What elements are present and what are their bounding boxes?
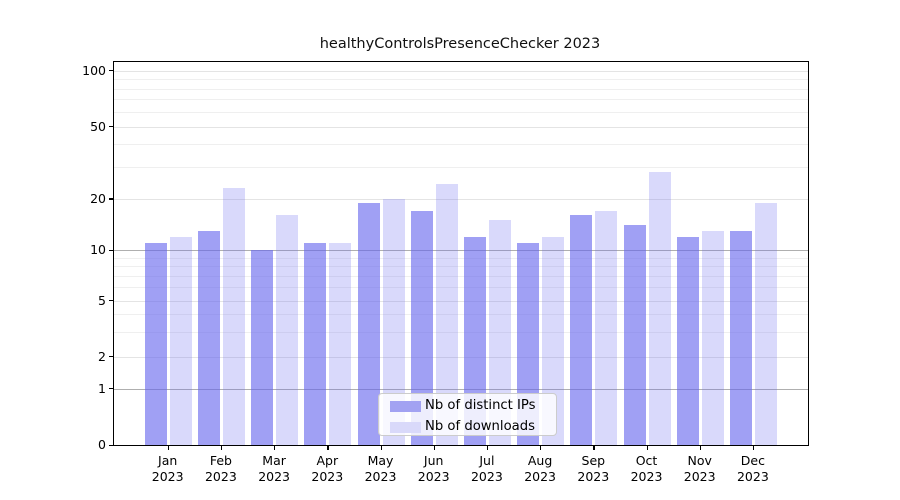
bar-distinct-ips-jun [410,210,433,445]
legend-box: Nb of distinct IPs Nb of downloads [378,393,557,436]
legend-item-distinct-ips: Nb of distinct IPs [379,396,556,417]
major-gridline [114,250,808,251]
bar-downloads-jul [488,220,511,445]
bar-distinct-ips-feb [197,230,220,445]
bar-downloads-aug [542,236,565,445]
bar-distinct-ips-nov [676,236,699,445]
x-axis-tick [540,445,542,450]
x-axis-tick-label: Apr 2023 [311,453,344,484]
x-axis-tick-label: Jun 2023 [417,453,450,484]
x-axis-tick-label: Jan 2023 [151,453,184,484]
major-gridline [114,356,808,358]
y-axis-tick-label: 50 [90,118,106,134]
x-axis-tick [699,445,702,450]
x-axis-tick [752,445,755,450]
legend-label-downloads: Nb of downloads [425,419,535,434]
major-gridline [114,198,808,200]
x-axis-tick-label: Jul 2023 [470,453,503,484]
x-axis-tick [593,445,595,450]
x-axis-tick-label: Dec 2023 [736,453,769,484]
major-gridline [114,126,808,128]
y-axis-tick-label: 0 [98,437,106,452]
major-gridline [114,300,808,302]
bar-downloads-feb [222,187,245,445]
x-axis-tick-label: Nov 2023 [683,453,716,484]
x-axis-tick [274,445,276,450]
minor-gridline [114,331,808,333]
x-axis-tick [646,445,648,450]
legend-swatch-downloads [390,422,421,433]
y-axis-tick [109,249,114,251]
x-axis-tick-label: May 2023 [364,453,397,484]
bar-downloads-jun [435,184,458,445]
y-axis-tick [109,198,114,200]
legend-item-downloads: Nb of downloads [379,417,556,438]
y-axis-tick [109,356,114,358]
x-axis-tick-label: Oct 2023 [630,453,663,484]
y-axis-tick [109,444,114,446]
bar-downloads-oct [648,172,671,445]
y-axis-tick-label: 10 [90,242,106,257]
bar-downloads-apr [329,242,352,445]
bar-downloads-mar [276,215,299,445]
bar-downloads-nov [701,230,724,445]
y-axis-tick-label: 1 [98,380,106,396]
x-axis-tick-label: Mar 2023 [258,453,290,484]
minor-gridline [114,79,808,80]
y-axis-tick-label: 5 [98,292,106,308]
x-axis-tick-label: Sep 2023 [577,453,610,484]
bar-distinct-ips-sep [570,215,593,445]
minor-gridline [114,88,808,90]
x-axis-tick [380,445,382,450]
bar-downloads-dec [754,202,777,445]
x-axis-tick-label: Feb 2023 [204,453,237,484]
plot-area: Jan 2023 Feb 2023 Mar 2023 Apr 2023 May 2023 Jun 20… [82,61,809,484]
minor-gridline [114,266,808,268]
minor-gridline [114,144,808,146]
bar-downloads-sep [595,210,618,445]
x-axis-tick [167,445,170,450]
y-axis-tick [109,300,114,302]
bar-distinct-ips-jul [463,236,486,445]
y-axis-tick [109,126,114,128]
bar-distinct-ips-dec [729,230,752,445]
bar-downloads-may [382,198,405,445]
x-axis-tick [486,445,489,450]
x-axis-tick-label: Aug 2023 [524,453,556,484]
legend-swatch-distinct-ips [390,401,421,412]
chart-title: healthyControlsPresenceChecker 2023 [319,36,601,52]
y-axis-tick-label: 100 [82,62,106,78]
bar-distinct-ips-apr [304,242,327,445]
minor-gridline [114,99,808,101]
bar-distinct-ips-jan [144,242,167,445]
y-axis-tick [109,70,114,72]
minor-gridline [114,257,808,259]
minor-gridline [114,314,808,316]
legend-label-distinct-ips: Nb of distinct IPs [425,398,536,413]
y-axis-tick-label: 2 [98,348,106,364]
minor-gridline [114,111,808,113]
minor-gridline [114,275,808,277]
x-axis-tick [327,445,329,450]
bar-downloads-jan [169,236,192,445]
minor-gridline [114,287,808,289]
bar-distinct-ips-may [357,202,380,445]
major-gridline [114,70,808,72]
bar-distinct-ips-mar [251,250,274,445]
y-axis-tick-label: 20 [90,190,106,206]
major-gridline [114,388,808,390]
x-axis-tick [220,445,223,450]
bar-distinct-ips-oct [623,225,646,445]
x-axis-tick [433,445,436,450]
y-axis-tick [109,388,114,390]
minor-gridline [114,166,808,168]
